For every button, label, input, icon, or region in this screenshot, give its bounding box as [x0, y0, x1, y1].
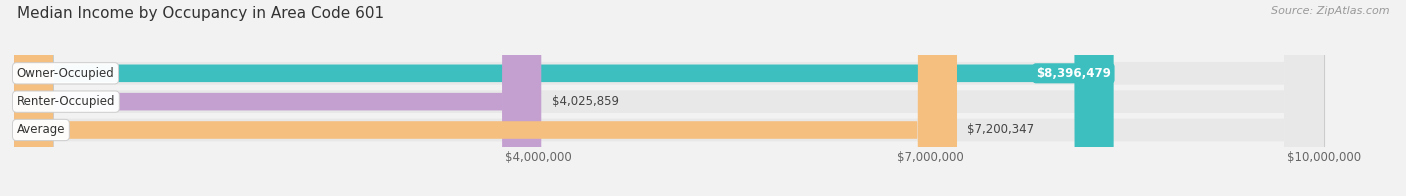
Text: $7,200,347: $7,200,347 [967, 123, 1035, 136]
FancyBboxPatch shape [14, 0, 1114, 196]
Text: Owner-Occupied: Owner-Occupied [17, 67, 114, 80]
Text: Renter-Occupied: Renter-Occupied [17, 95, 115, 108]
FancyBboxPatch shape [14, 0, 1323, 196]
FancyBboxPatch shape [14, 0, 541, 196]
FancyBboxPatch shape [14, 0, 1323, 196]
FancyBboxPatch shape [14, 0, 1323, 196]
Text: Average: Average [17, 123, 65, 136]
FancyBboxPatch shape [14, 0, 957, 196]
Text: $8,396,479: $8,396,479 [1036, 67, 1111, 80]
Text: $4,025,859: $4,025,859 [551, 95, 619, 108]
Text: Median Income by Occupancy in Area Code 601: Median Income by Occupancy in Area Code … [17, 6, 384, 21]
Text: Source: ZipAtlas.com: Source: ZipAtlas.com [1271, 6, 1389, 16]
